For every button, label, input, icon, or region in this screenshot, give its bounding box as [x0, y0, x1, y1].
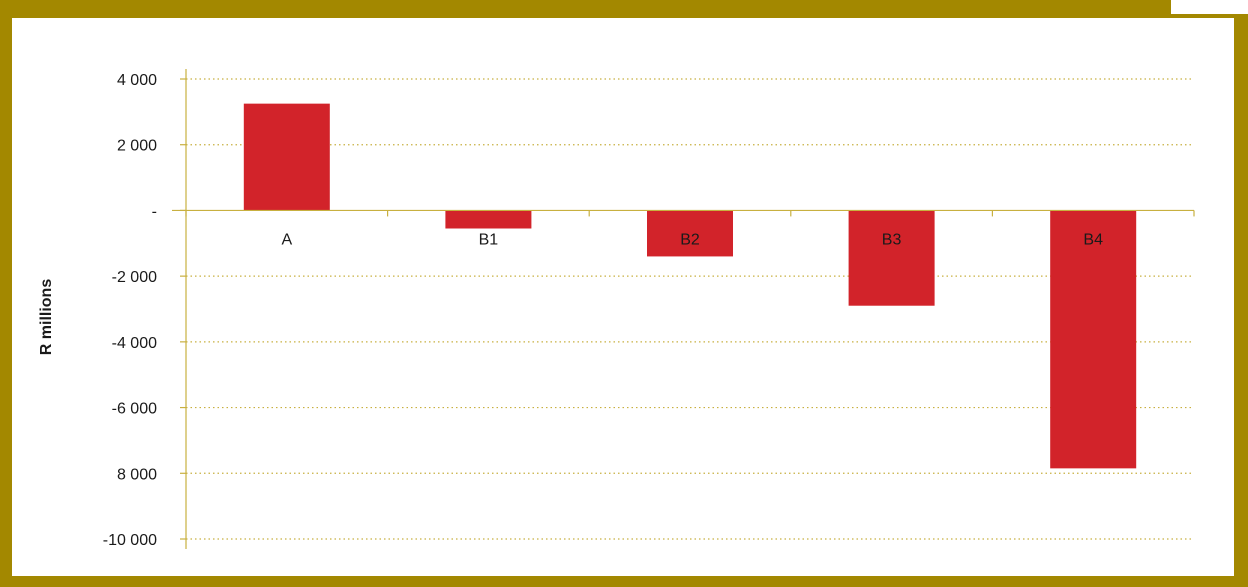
grid-lines — [186, 78, 1194, 540]
y-axis-label: R millions — [38, 279, 55, 356]
bar — [1050, 210, 1137, 469]
y-tick-label: - — [152, 203, 157, 220]
y-tick-label: -2 000 — [112, 269, 157, 286]
bar — [445, 210, 532, 229]
y-tick-label: 8 000 — [117, 466, 157, 483]
y-tick-label: -10 000 — [103, 532, 157, 549]
y-tick-label: 4 000 — [117, 72, 157, 89]
axes — [172, 69, 1195, 549]
category-label: B2 — [680, 231, 700, 248]
category-label: B4 — [1083, 231, 1103, 248]
y-tick-label: 2 000 — [117, 138, 157, 155]
chart-panel — [12, 18, 1234, 576]
frame-corner-tab — [1171, 0, 1248, 14]
y-tick-label: -4 000 — [112, 335, 157, 352]
category-label: B1 — [479, 231, 499, 248]
y-tick-label: -6 000 — [112, 401, 157, 418]
bar — [243, 103, 330, 211]
bar — [848, 210, 935, 306]
category-label: A — [281, 231, 292, 248]
bar — [647, 210, 733, 257]
bars — [243, 103, 1137, 469]
category-label: B3 — [882, 231, 902, 248]
labels: 4 000 2 000 - -2 000 -4 000 -6 000 8 000 -10 00… — [103, 72, 1103, 549]
